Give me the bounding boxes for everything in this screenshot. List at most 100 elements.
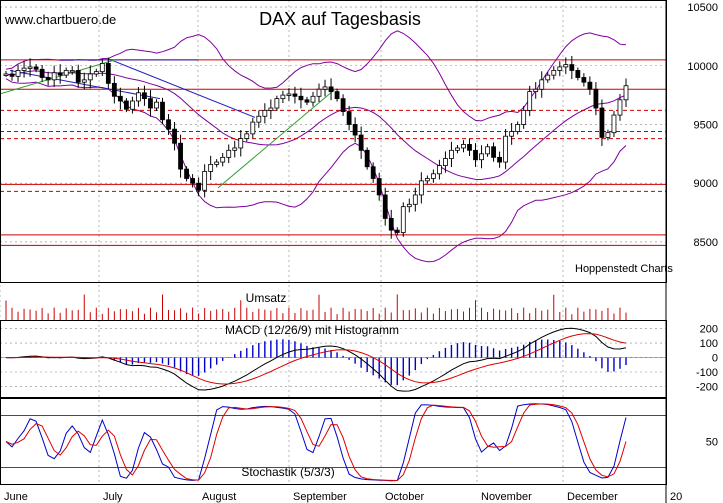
macd-tick-label: -200 xyxy=(696,381,718,393)
candle-body xyxy=(3,73,9,76)
candle-body xyxy=(178,142,183,170)
candle-body xyxy=(617,99,623,116)
candle-body xyxy=(274,98,280,109)
candle-body xyxy=(154,101,159,109)
candle-body xyxy=(569,64,575,71)
candle-body xyxy=(605,132,611,138)
price-tick-label: 10000 xyxy=(687,61,718,73)
candle-body xyxy=(509,131,515,137)
month-label: October xyxy=(385,491,424,503)
macd-title: MACD (12/26/9) mit Histogramm xyxy=(225,323,399,337)
macd-line xyxy=(5,327,627,392)
candle-body xyxy=(9,73,15,77)
price-tick-label: 8500 xyxy=(694,237,718,249)
stochastic-k-line xyxy=(5,403,627,482)
candle-body xyxy=(226,149,232,158)
trend-lines xyxy=(0,58,336,189)
upper-band xyxy=(5,30,627,122)
candle-body xyxy=(479,153,484,161)
candle-body xyxy=(352,124,358,136)
price-tick-label: 10500 xyxy=(687,2,718,14)
candle-body xyxy=(593,88,599,109)
candle-body xyxy=(533,88,539,92)
candle-body xyxy=(340,98,346,112)
candle-body xyxy=(503,135,509,163)
candle-body xyxy=(316,88,322,97)
candle-body xyxy=(81,79,87,83)
x-axis-labels: June July August September October November De… xyxy=(4,491,682,503)
panel-frames xyxy=(0,0,667,503)
month-label: June xyxy=(4,491,28,503)
candle-body xyxy=(184,168,189,179)
candle-body xyxy=(599,107,605,138)
month-label: July xyxy=(103,491,123,503)
candle-body xyxy=(424,178,430,182)
candle-body xyxy=(166,119,171,130)
candle-body xyxy=(190,178,196,184)
candle-body xyxy=(623,85,629,101)
month-label: November xyxy=(481,491,532,503)
candle-body xyxy=(33,66,39,70)
candle-body xyxy=(485,146,490,155)
price-tick-label: 9000 xyxy=(694,178,718,190)
candle-body xyxy=(130,100,135,110)
candle-body xyxy=(563,64,569,68)
candle-body xyxy=(491,146,496,158)
macd-panel xyxy=(0,327,666,392)
month-label: September xyxy=(293,491,347,503)
source-label: Hoppenstedt Charts xyxy=(575,263,673,275)
candle-body xyxy=(394,229,400,233)
candle-body xyxy=(21,67,27,71)
candle-body xyxy=(27,66,33,69)
candle-body xyxy=(208,163,214,172)
price-tick-label: 9500 xyxy=(694,119,718,131)
candle-body xyxy=(87,73,93,81)
candle-body xyxy=(418,180,424,196)
volume-bars xyxy=(5,294,627,320)
candle-body xyxy=(51,72,57,81)
candle-body xyxy=(286,93,292,96)
candle-body xyxy=(244,133,250,139)
candle-body xyxy=(575,70,581,78)
volume-title: Umsatz xyxy=(246,291,287,305)
candle-body xyxy=(449,149,454,159)
month-label: August xyxy=(202,491,236,503)
macd-tick-label: 200 xyxy=(700,324,718,336)
trend-line-up-b xyxy=(217,88,336,189)
month-label: December xyxy=(567,491,618,503)
candle-body xyxy=(93,71,99,75)
candle-body xyxy=(232,147,238,151)
candle-body xyxy=(412,194,418,205)
watermark: www.chartbuero.de xyxy=(4,12,116,27)
candle-body xyxy=(467,144,472,151)
candle-body xyxy=(400,206,406,233)
candle-body xyxy=(388,218,394,231)
candle-body xyxy=(117,95,123,102)
candle-body xyxy=(292,93,298,97)
candle-body xyxy=(539,79,545,90)
candle-body xyxy=(136,92,141,102)
candle-body xyxy=(15,70,21,77)
y-axis-labels: 10500 10000 9500 9000 8500 200 100 0 -100 -200 50 xyxy=(687,2,718,448)
candle-body xyxy=(256,115,262,123)
candle-body xyxy=(322,86,328,90)
candle-body xyxy=(214,161,220,165)
candle-body xyxy=(142,92,147,100)
candle-body xyxy=(370,166,376,179)
trend-line-down-a xyxy=(9,69,161,100)
candle-body xyxy=(358,134,364,151)
candle-body xyxy=(443,158,448,166)
candle-body xyxy=(346,111,352,125)
candle-body xyxy=(497,156,502,163)
macd-tick-label: 0 xyxy=(712,353,718,365)
candle-body xyxy=(99,63,105,73)
candle-body xyxy=(551,70,557,76)
candle-body xyxy=(587,81,593,90)
candle-body xyxy=(75,70,81,83)
candle-body xyxy=(172,128,177,144)
candle-body xyxy=(123,100,129,110)
candle-body xyxy=(334,91,340,100)
stochastic-tick-label: 50 xyxy=(706,437,718,449)
candle-body xyxy=(105,63,111,84)
candle-body xyxy=(202,171,208,191)
